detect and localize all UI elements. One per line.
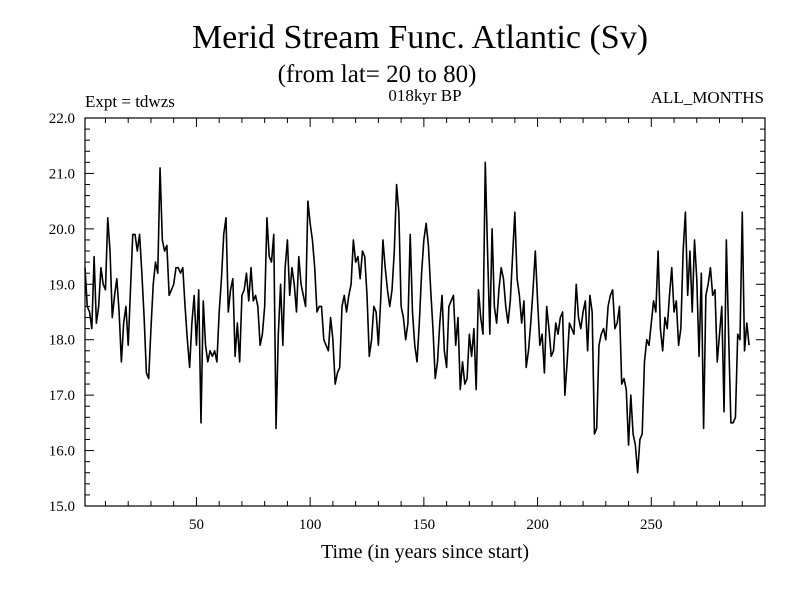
x-tick-label: 150 [413, 517, 436, 533]
x-tick-label: 250 [640, 517, 663, 533]
y-tick-label: 15.0 [49, 499, 75, 515]
x-tick-label: 200 [526, 517, 549, 533]
y-tick-label: 16.0 [49, 444, 75, 460]
period-label: 018kyr BP [388, 86, 461, 105]
x-tick-label: 100 [299, 517, 322, 533]
chart-title: Merid Stream Func. Atlantic (Sv) [192, 19, 648, 56]
y-tick-label: 18.0 [49, 333, 75, 349]
y-tick-label: 17.0 [49, 388, 75, 404]
x-tick-label: 50 [189, 517, 204, 533]
experiment-label: Expt = tdwzs [85, 92, 175, 111]
plot-frame [84, 117, 766, 507]
y-tick-label: 21.0 [49, 166, 75, 182]
months-label: ALL_MONTHS [651, 88, 764, 107]
x-axis-label: Time (in years since start) [321, 541, 529, 563]
y-tick-label: 20.0 [49, 222, 75, 238]
chart-subtitle: (from lat= 20 to 80) [278, 61, 477, 88]
series-line [84, 161, 750, 474]
y-tick-label: 22.0 [49, 111, 75, 127]
y-tick-label: 19.0 [49, 277, 75, 293]
